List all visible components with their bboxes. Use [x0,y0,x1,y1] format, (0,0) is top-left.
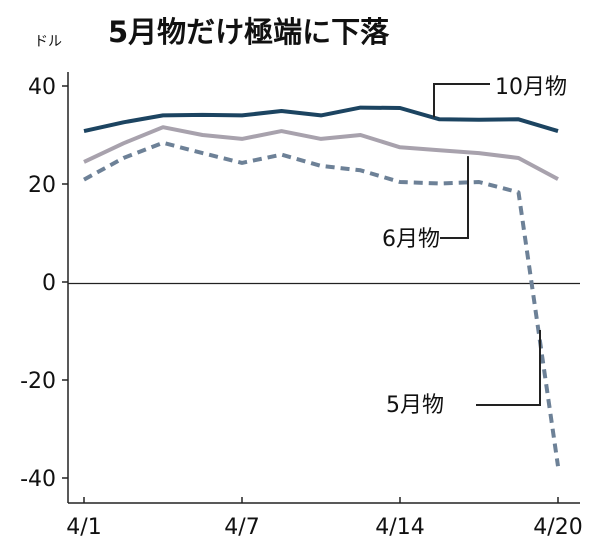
chart-title: 5月物だけ極端に下落 [108,15,390,49]
x-tick-label: 4/14 [375,515,424,540]
series-label-10月物: 10月物 [495,75,567,100]
y-unit-label: ドル [34,34,62,50]
y-tick-label: -20 [20,369,56,394]
leader-10月物 [433,83,490,118]
series-line-10月物 [83,105,559,134]
leader-6月物 [440,156,469,239]
y-tick-label: 0 [42,271,56,296]
series-label-6月物: 6月物 [382,227,440,252]
x-tick-label: 4/7 [224,515,259,540]
y-tick-label: -40 [20,467,56,492]
leader-5月物 [476,330,541,406]
series-label-5月物: 5月物 [386,393,444,418]
x-tick-label: 4/1 [66,515,101,540]
y-tick-label: 40 [28,75,56,100]
y-tick-label: 20 [28,173,56,198]
series-line-5月物 [83,140,560,467]
x-tick-label: 4/20 [533,515,582,540]
series-line-6月物 [83,125,559,181]
